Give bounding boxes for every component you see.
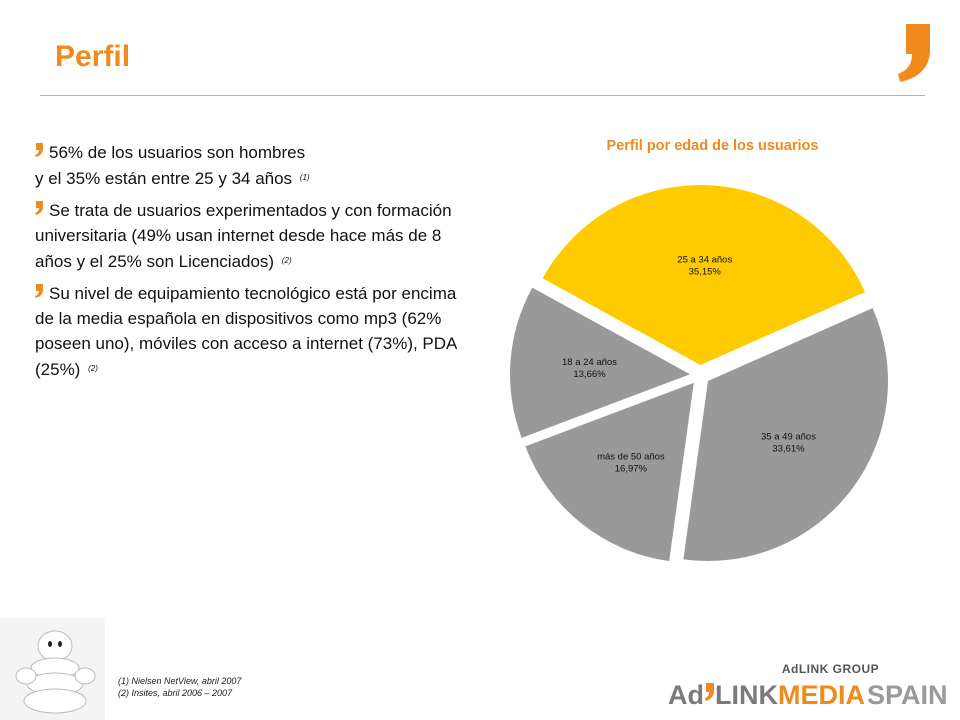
brand-ad: Ad (668, 680, 704, 710)
brand-comma-icon (705, 676, 714, 701)
pie-slice (542, 185, 866, 366)
pie-slice (683, 308, 888, 562)
bullet-item: Se trata de usuarios experimentados y co… (35, 198, 465, 274)
bullet-text: 56% de los usuarios son hombres (49, 143, 306, 162)
footnote-1: (1) Nielsen NetView, abril 2007 (118, 676, 242, 686)
footnote-ref: (2) (88, 364, 98, 373)
footnote-ref: (1) (299, 173, 310, 182)
brand-group-label: AdLINK GROUP (781, 662, 880, 676)
slice-label: 25 a 34 años 35,15% (677, 254, 732, 277)
page-title: Perfil (55, 40, 131, 73)
title-divider (40, 95, 925, 96)
slice-label: más de 50 años 16,97% (597, 452, 665, 475)
age-pie-chart: 25 a 34 años 35,15% 35 a 49 años 33,61% más … (510, 185, 888, 562)
orange-comma-bullet-icon (35, 143, 43, 157)
orange-comma-bullet-icon (35, 284, 43, 298)
pie-slice (510, 287, 691, 438)
bullet-text: y el 35% están entre 25 y 34 años (35, 169, 293, 188)
brand-link: LINK (715, 680, 778, 710)
bullet-text: Se trata de usuarios experimentados y co… (35, 201, 452, 271)
bullet-item: Su nivel de equipamiento tecnológico est… (35, 281, 465, 382)
comma-logo-icon (898, 24, 930, 82)
footnotes: (1) Nielsen NetView, abril 2007 (2) Insi… (118, 675, 241, 699)
mascot-image (0, 618, 105, 720)
footnote-2: (2) Insites, abril 2006 – 2007 (118, 688, 233, 698)
bullet-list: 56% de los usuarios son hombres y el 35%… (35, 140, 465, 389)
brand-media: MEDIA (778, 680, 865, 710)
pie-slice (525, 382, 694, 562)
footnote-ref: (2) (281, 256, 292, 265)
brand-logo: AdLINK GROUP Ad LINKMEDIASPAIN (668, 662, 948, 710)
brand-spain: SPAIN (867, 680, 948, 710)
bullet-item: 56% de los usuarios son hombres y el 35%… (35, 140, 465, 191)
brand-wordmark: Ad LINKMEDIASPAIN (668, 676, 948, 711)
slice-label: 35 a 49 años 33,61% (761, 432, 816, 455)
chart-title: Perfil por edad de los usuarios (606, 138, 819, 154)
bullet-text: Su nivel de equipamiento tecnológico est… (35, 284, 457, 379)
slice-label: 18 a 24 años 13,66% (562, 357, 617, 380)
orange-comma-bullet-icon (35, 201, 43, 215)
